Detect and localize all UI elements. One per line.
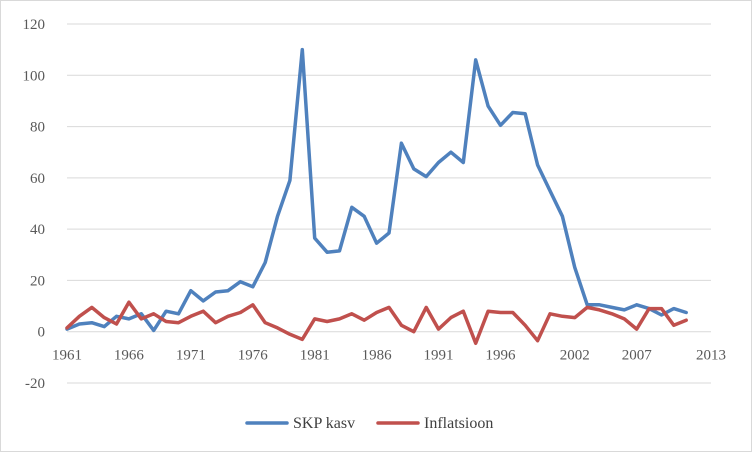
gridlines [67, 23, 711, 384]
series-line-2 [65, 300, 688, 346]
y-tick-label: 20 [30, 273, 45, 289]
y-tick-label: 100 [23, 68, 46, 84]
x-tick-label: 2013 [696, 348, 726, 364]
y-tick-label: 60 [30, 171, 45, 187]
y-tick-label: -20 [25, 376, 45, 392]
y-tick-label: 40 [30, 222, 45, 238]
y-tick-label: 0 [38, 325, 46, 341]
series-line-1 [65, 47, 688, 333]
x-tick-label: 2002 [560, 348, 590, 364]
legend-label: Inflatsioon [424, 415, 493, 432]
x-tick-label: 1981 [300, 348, 330, 364]
x-axis-tick-labels: 1961 1966 1971 1976 1981 1986 1991 1996 2002 2007… [52, 348, 726, 364]
x-tick-label: 1971 [176, 348, 206, 364]
x-tick-label: 2007 [622, 348, 653, 364]
y-tick-label: 80 [30, 120, 45, 136]
x-tick-label: 1961 [52, 348, 82, 364]
x-tick-label: 1986 [362, 348, 393, 364]
legend: SKP kasv Inflatsioon [245, 415, 493, 432]
legend-label: SKP kasv [293, 415, 355, 432]
x-tick-label: 1976 [238, 348, 269, 364]
series-lines [65, 47, 688, 346]
x-tick-label: 1991 [424, 348, 454, 364]
x-tick-label: 1996 [485, 348, 516, 364]
y-axis-tick-labels: -20 0 20 40 60 80 100 120 [23, 17, 46, 392]
x-tick-label: 1966 [114, 348, 145, 364]
y-tick-label: 120 [23, 17, 46, 33]
